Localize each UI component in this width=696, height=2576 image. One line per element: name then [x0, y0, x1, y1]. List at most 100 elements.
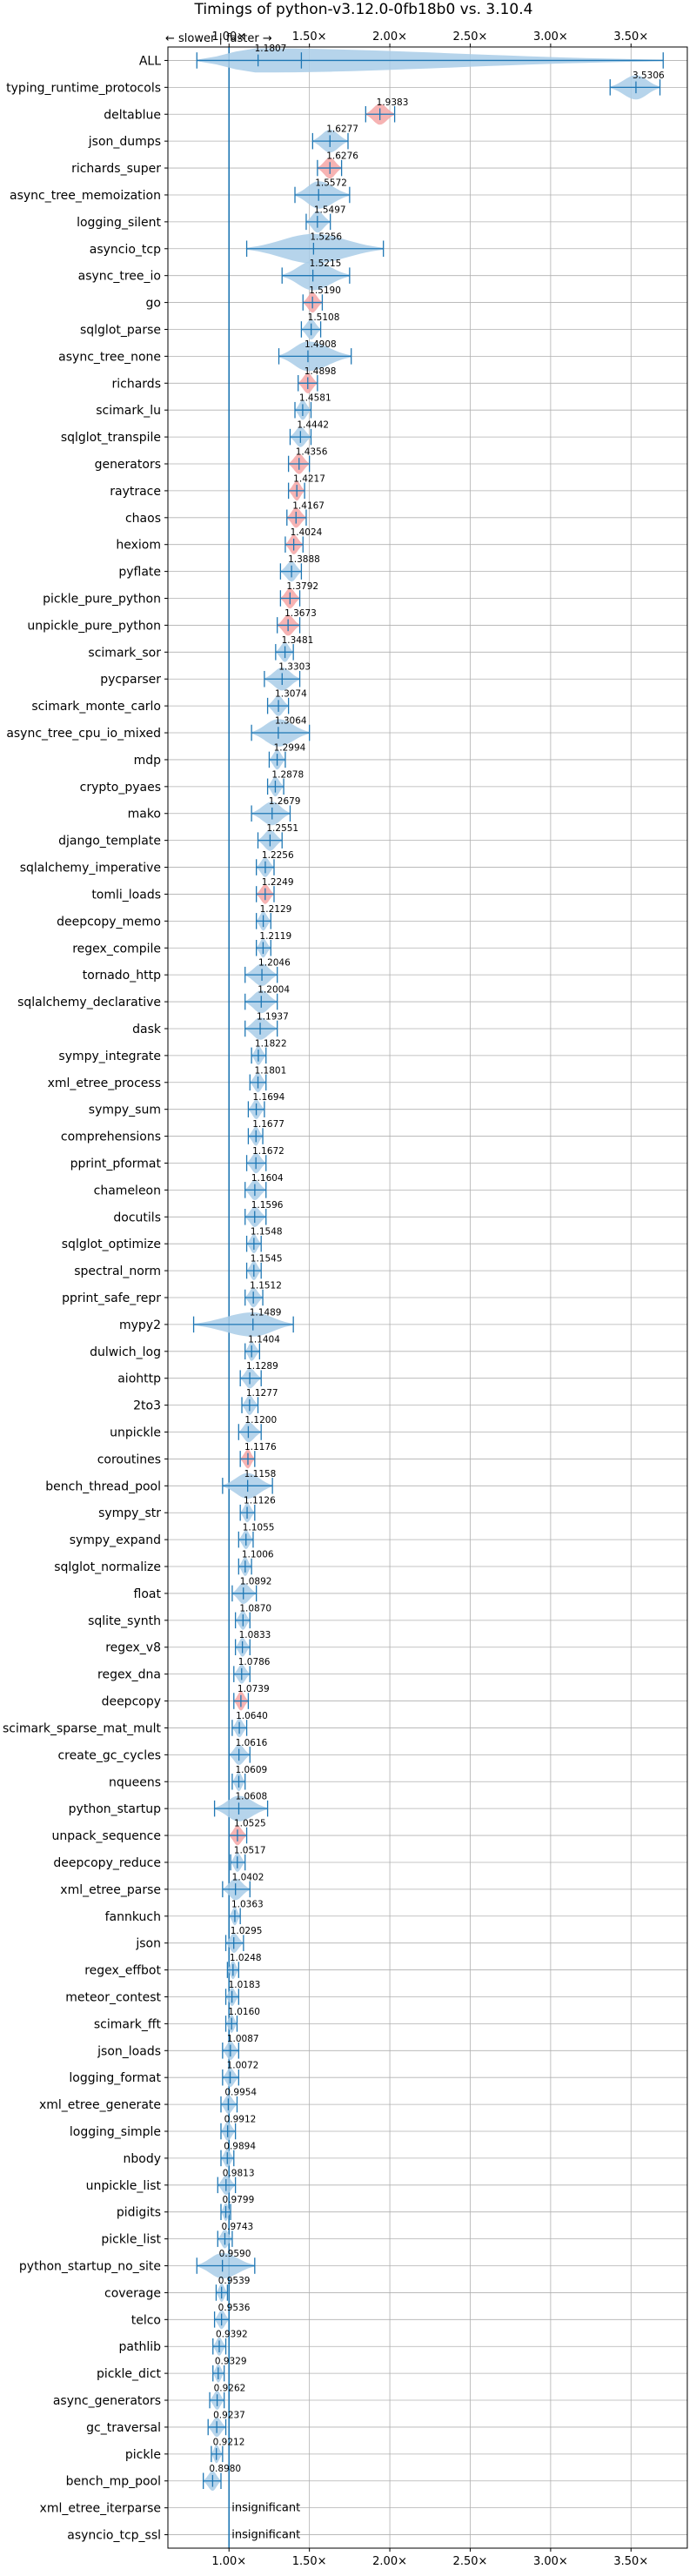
benchmark-label: pyflate: [118, 566, 161, 580]
x-tick-label-bottom: 2.50×: [453, 2555, 488, 2568]
benchmark-label: async_tree_io: [78, 270, 161, 284]
x-axis-ticks: 1.00× 1.00× 1.50× 1.50× 2.00× 2.00× 2.50× 2.50×…: [211, 30, 648, 2568]
data-label: 3.5306: [632, 70, 665, 81]
benchmark-label: meteor_contest: [65, 1990, 161, 2004]
benchmark-label: sqlalchemy_imperative: [20, 862, 161, 875]
benchmark-label: scimark_sor: [88, 646, 161, 660]
benchmark-label: unpack_sequence: [52, 1829, 161, 1843]
data-label: 1.1672: [252, 1146, 284, 1157]
benchmark-label: deltablue: [104, 108, 161, 122]
data-label: 1.1807: [255, 44, 287, 54]
data-label: 1.1694: [253, 1092, 285, 1103]
data-label: 1.1937: [257, 1011, 289, 1022]
data-label: 1.2551: [266, 823, 298, 834]
benchmark-label: richards: [112, 377, 162, 391]
benchmark-label: pickle_dict: [97, 2367, 162, 2381]
benchmark-label: xml_etree_iterparse: [40, 2502, 161, 2516]
benchmark-label: xml_etree_generate: [39, 2098, 161, 2112]
data-label: 0.9392: [216, 2330, 248, 2340]
benchmark-label: async_tree_memoization: [10, 189, 161, 203]
data-label: 1.3064: [275, 716, 307, 727]
x-tick-label-bottom: 3.00×: [533, 2555, 568, 2568]
data-label: 1.5215: [310, 258, 342, 269]
data-label: 1.6277: [326, 124, 358, 135]
chart-title: Timings of python-v3.12.0-0fb18b0 vs. 3.…: [194, 1, 533, 18]
benchmark-label: async_generators: [53, 2394, 161, 2408]
benchmark-label: chaos: [125, 512, 161, 526]
benchmark-label: pprint_safe_repr: [62, 1291, 161, 1305]
benchmark-label: mypy2: [119, 1318, 161, 1332]
data-label: 1.0402: [232, 1872, 264, 1882]
benchmark-label: coverage: [104, 2286, 161, 2300]
data-label: 1.0087: [227, 2034, 259, 2044]
data-label: 0.8980: [209, 2464, 241, 2474]
benchmark-label: crypto_pyaes: [80, 781, 161, 795]
data-label: 0.9536: [218, 2303, 251, 2313]
data-label: 1.1289: [246, 1361, 278, 1372]
data-label: 1.0525: [234, 1819, 266, 1829]
data-label: 1.2119: [259, 931, 291, 942]
data-label: 1.1006: [242, 1550, 274, 1560]
benchmark-label: json: [135, 1937, 161, 1951]
benchmark-label: coroutines: [97, 1452, 161, 1466]
data-label: 0.9799: [223, 2195, 255, 2205]
data-label: 1.0833: [239, 1630, 271, 1640]
benchmark-label: regex_effbot: [84, 1964, 161, 1978]
benchmark-label: gc_traversal: [86, 2421, 161, 2435]
data-label: 1.5256: [310, 231, 342, 242]
grid-lines: [168, 47, 687, 2548]
benchmark-label: unpickle_list: [86, 2179, 162, 2193]
data-label: 1.0609: [235, 1765, 267, 1775]
benchmark-label: 2to3: [133, 1399, 161, 1413]
x-tick-label-top: 2.50×: [453, 30, 488, 44]
data-label: 1.1801: [255, 1065, 287, 1076]
benchmark-label: richards_super: [71, 162, 161, 176]
data-label: 1.1604: [251, 1173, 284, 1184]
benchmark-label: dulwich_log: [90, 1345, 161, 1359]
benchmark-label: chameleon: [94, 1184, 161, 1197]
data-label: 1.1158: [244, 1469, 277, 1479]
benchmark-label: scimark_fft: [94, 2017, 162, 2031]
data-label: 1.0640: [236, 1711, 268, 1721]
benchmark-label: unpickle_pure_python: [27, 619, 161, 633]
benchmark-label: generators: [95, 458, 161, 472]
benchmark-labels: ALL typing_runtime_protocols deltablue json…: [3, 54, 168, 2543]
benchmark-label: sqlglot_transpile: [61, 431, 161, 445]
plot-marks: 1.1807 3.5306 1.9383 1.6277 1.6276 1.5572 1.54…: [192, 44, 665, 2548]
benchmark-label: docutils: [113, 1211, 161, 1224]
data-label: 1.4442: [297, 420, 329, 431]
benchmark-label: nbody: [124, 2152, 162, 2166]
x-tick-label-top: 2.00×: [372, 30, 407, 44]
data-label: 1.0072: [227, 2061, 259, 2071]
data-label: 1.1545: [251, 1254, 283, 1265]
data-label: 1.3888: [288, 554, 320, 565]
data-label: 0.9262: [214, 2384, 246, 2394]
benchmark-label: regex_v8: [105, 1641, 161, 1655]
plot-frame: [167, 46, 688, 2549]
data-label: 1.4898: [304, 366, 337, 377]
benchmark-label: json_dumps: [88, 135, 161, 149]
data-label: 1.0786: [238, 1657, 271, 1667]
benchmark-label: sqlglot_normalize: [54, 1560, 161, 1574]
data-label: 1.2679: [269, 796, 301, 807]
data-label: 0.9813: [223, 2168, 255, 2178]
data-label: 0.9743: [221, 2222, 253, 2232]
benchmark-label: sympy_integrate: [58, 1050, 161, 1063]
benchmark-label: asyncio_tcp: [90, 243, 161, 257]
data-label: 1.1822: [255, 1038, 287, 1049]
benchmark-label: python_startup_no_site: [19, 2260, 161, 2274]
data-label: 1.2046: [258, 958, 291, 969]
data-label: 1.1677: [252, 1119, 284, 1130]
benchmark-label: deepcopy_reduce: [53, 1856, 161, 1870]
data-label: 1.5190: [309, 285, 341, 296]
x-tick-label-bottom: 3.50×: [613, 2555, 648, 2568]
benchmark-label: pathlib: [119, 2340, 162, 2354]
data-label: 1.2878: [271, 769, 304, 780]
data-label: 0.9329: [215, 2357, 247, 2367]
insignificant-label: insignificant: [231, 2502, 300, 2515]
benchmark-label: xml_etree_process: [48, 1077, 161, 1090]
benchmark-label: sqlalchemy_declarative: [17, 996, 161, 1010]
data-label: 1.1277: [246, 1388, 278, 1399]
data-label: 0.9539: [218, 2276, 251, 2286]
